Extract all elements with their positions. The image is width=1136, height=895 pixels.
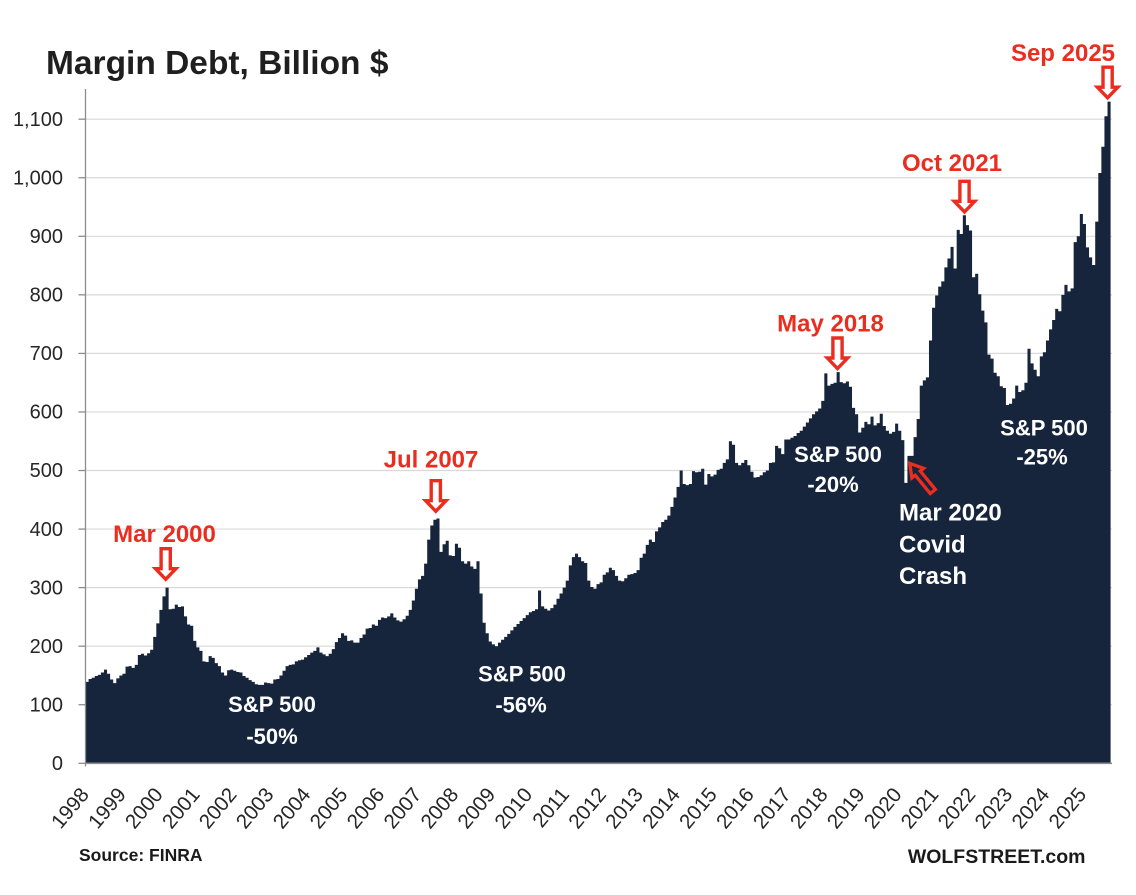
- svg-text:Source: FINRA: Source: FINRA: [79, 845, 203, 865]
- svg-text:600: 600: [30, 402, 63, 424]
- svg-text:Mar 2000: Mar 2000: [113, 521, 216, 548]
- svg-text:-56%: -56%: [495, 693, 546, 718]
- svg-text:Crash: Crash: [899, 563, 967, 590]
- svg-text:Mar 2020: Mar 2020: [899, 500, 1002, 527]
- svg-text:-20%: -20%: [807, 472, 858, 497]
- svg-text:-50%: -50%: [246, 724, 297, 749]
- svg-text:S&P 500: S&P 500: [478, 662, 566, 687]
- svg-text:1,100: 1,100: [13, 109, 63, 131]
- svg-text:900: 900: [30, 226, 63, 248]
- svg-text:Sep 2025: Sep 2025: [1011, 40, 1115, 67]
- svg-text:0: 0: [52, 753, 63, 775]
- svg-text:Jul 2007: Jul 2007: [384, 447, 479, 474]
- svg-text:Covid: Covid: [899, 532, 966, 559]
- svg-text:Oct 2021: Oct 2021: [902, 150, 1002, 177]
- svg-text:May 2018: May 2018: [777, 311, 884, 338]
- svg-text:800: 800: [30, 285, 63, 307]
- svg-text:100: 100: [30, 694, 63, 716]
- svg-text:WOLFSTREET.com: WOLFSTREET.com: [908, 846, 1086, 868]
- svg-text:700: 700: [30, 343, 63, 365]
- svg-text:200: 200: [30, 636, 63, 658]
- svg-text:300: 300: [30, 577, 63, 599]
- svg-text:500: 500: [30, 460, 63, 482]
- svg-text:S&P 500: S&P 500: [228, 692, 316, 717]
- svg-text:400: 400: [30, 519, 63, 541]
- svg-text:S&P 500: S&P 500: [794, 442, 882, 467]
- svg-text:-25%: -25%: [1016, 445, 1067, 470]
- svg-text:1,000: 1,000: [13, 167, 63, 189]
- svg-text:Margin Debt, Billion $: Margin Debt, Billion $: [46, 45, 389, 82]
- svg-text:S&P 500: S&P 500: [1000, 416, 1088, 441]
